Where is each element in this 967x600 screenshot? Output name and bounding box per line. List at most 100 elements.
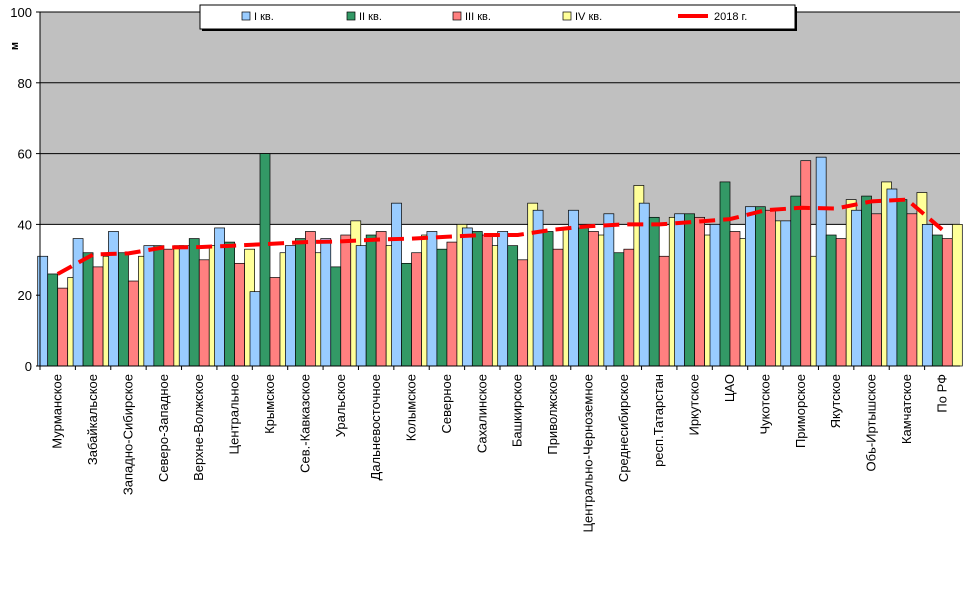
bar [481,234,493,367]
legend-swatch [452,11,462,21]
trend-line-2018 [56,197,944,276]
y-tick-label: 60 [18,147,32,162]
trend-line [56,197,944,276]
x-tick-label: Центрально-Черноземное [580,374,595,533]
bar [128,280,139,367]
bar [542,231,554,367]
x-tick-label: Северо-Западное [156,374,171,482]
legend-label: II кв. [359,11,382,23]
bar [552,248,564,367]
bar [320,238,332,367]
y-axis-label: м [9,42,21,50]
legend-swatch [562,11,572,21]
x-tick-label: Чукотское [757,374,772,435]
bar [906,213,918,367]
bar [568,209,579,367]
bar [188,238,200,367]
bar [446,241,458,367]
x-tick-label: Забайкальское [85,374,100,465]
bar [461,227,473,367]
bar [57,287,69,367]
x-tick-label: Верхне-Волжское [191,374,206,481]
bar [391,202,402,367]
bar [871,213,882,367]
bar [365,234,377,367]
bar [648,216,660,367]
bar [755,206,766,367]
bar [588,231,599,367]
bar [851,209,862,367]
bar [375,231,387,367]
bar [745,206,756,367]
bar [411,252,422,367]
bar [835,238,847,367]
bar [497,231,509,367]
bar [825,234,837,367]
y-tick-label: 100 [10,5,32,20]
bar [578,227,589,367]
bar [37,255,49,367]
legend-label: I кв. [254,11,274,23]
bar [658,255,670,367]
bar [709,224,721,367]
bar [931,234,943,367]
bar [603,213,615,367]
bar [163,248,175,367]
bar [234,262,245,367]
x-tick-label: Башкирское [510,374,525,447]
x-tick-label: Северное [439,374,454,433]
x-tick-label: респ.Татарстан [651,374,666,467]
bar [941,238,953,367]
bar [517,259,529,367]
bar [694,216,705,367]
bar [214,227,225,367]
y-tick-label: 0 [25,359,32,374]
bar [401,262,412,367]
bars [37,153,963,367]
bar [178,245,190,367]
x-tick-label: Якутское [828,374,843,428]
legend-label: 2018 г. [714,11,747,23]
bar [269,277,281,367]
bar [224,241,235,367]
x-tick-labels: Мурманское Забайкальское Западно-Сибирское… [50,374,950,533]
x-tick-label: Уральское [333,374,348,437]
x-tick-label: Колымское [404,374,419,441]
bar [143,245,155,367]
bar [426,231,438,367]
x-tick-label: Дальневосточное [368,374,383,480]
y-tick-label: 80 [18,76,32,91]
x-tick-label: Крымское [262,374,277,434]
bar [295,238,306,367]
y-tick-label: 40 [18,217,32,232]
bar [507,245,519,367]
legend-box [199,4,796,30]
bar [674,213,685,367]
bar [118,252,129,367]
bar [153,245,165,367]
bar [305,231,316,367]
x-tick-label: Приволжское [545,374,560,455]
bar [623,248,635,367]
x-tick-label: Сев.-Кавказское [297,374,312,473]
bar [790,195,802,367]
legend-swatch [346,11,356,21]
bar [82,252,94,367]
legend-swatch [241,11,251,21]
x-tick-label: Камчатское [899,374,914,444]
legend-label: III кв. [465,11,491,23]
bar [198,259,210,367]
bar [72,238,84,367]
bar [471,231,483,367]
x-tick-label: По РФ [934,374,949,413]
x-tick-label: Центральное [227,374,242,454]
bar [921,224,933,367]
bar [108,231,119,367]
x-tick-label: Мурманское [50,374,65,449]
x-tick-label: Западно-Сибирское [120,374,135,495]
bar [285,245,296,367]
y-tick-label: 20 [18,288,32,303]
bar [330,266,342,367]
x-tick-label: Обь-Иртышское [864,374,879,471]
y-tick-labels: 0 20 40 60 80 100 [10,5,40,374]
